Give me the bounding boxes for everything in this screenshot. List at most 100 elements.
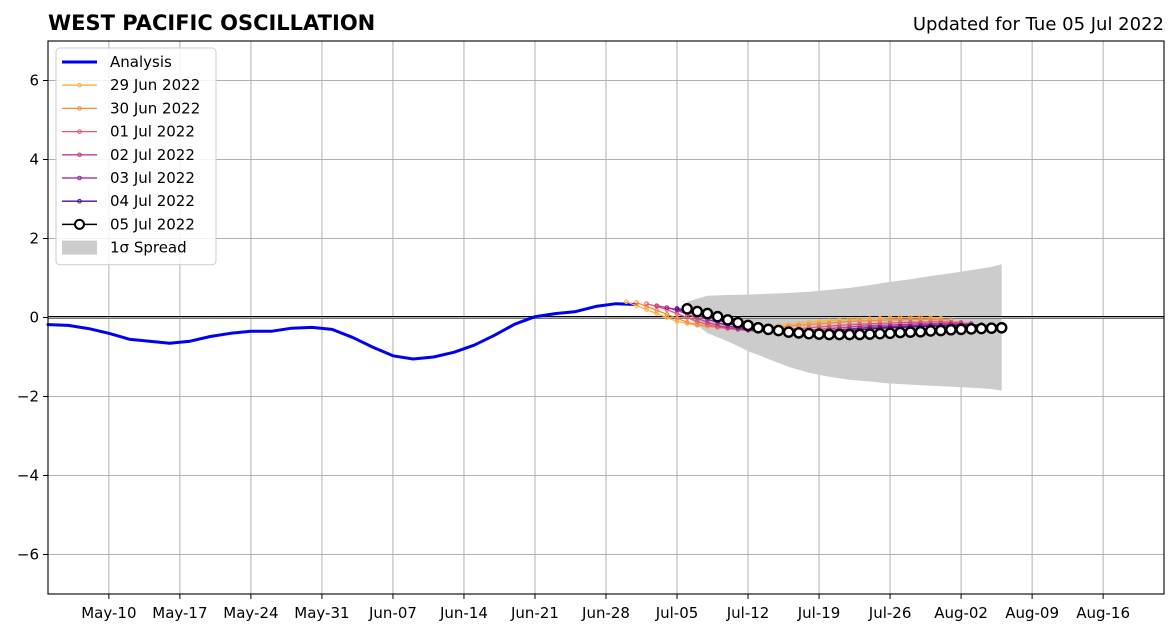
legend-entry: Analysis bbox=[62, 53, 172, 71]
legend-marker bbox=[77, 82, 82, 88]
legend-entry: 1σ Spread bbox=[62, 239, 187, 257]
legend-entry: 01 Jul 2022 bbox=[62, 123, 195, 141]
legend-entry: 04 Jul 2022 bbox=[62, 192, 195, 210]
forecast-point bbox=[782, 326, 795, 338]
forecast-point bbox=[908, 317, 913, 322]
x-tick-label: Jul-12 bbox=[726, 604, 770, 622]
forecast-point bbox=[634, 300, 639, 305]
forecast-point bbox=[985, 322, 998, 334]
legend-entry: 05 Jul 2022 bbox=[62, 215, 195, 233]
forecast-point bbox=[823, 328, 836, 341]
forecast-point bbox=[752, 321, 764, 334]
y-tick-label: 4 bbox=[29, 151, 39, 169]
forecast-point bbox=[792, 327, 805, 339]
forecast-point bbox=[772, 324, 785, 337]
y-tick-label: −4 bbox=[17, 467, 39, 485]
forecast-point bbox=[732, 316, 744, 329]
legend-marker bbox=[77, 106, 82, 111]
legend-entry: 30 Jun 2022 bbox=[62, 99, 200, 117]
forecast-point bbox=[803, 327, 815, 340]
legend-marker bbox=[77, 152, 82, 158]
legend-marker bbox=[77, 198, 82, 204]
x-tick-label: Jun-21 bbox=[510, 604, 559, 622]
forecast-point bbox=[721, 314, 734, 326]
x-tick-label: Jul-05 bbox=[655, 604, 699, 622]
x-tick-label: May-24 bbox=[223, 604, 278, 622]
forecast-05-jul-2022 bbox=[681, 303, 1008, 341]
legend-label: 29 Jun 2022 bbox=[110, 76, 200, 94]
forecast-point bbox=[813, 328, 825, 340]
chart-subtitle: Updated for Tue 05 Jul 2022 bbox=[913, 14, 1164, 35]
forecast-point bbox=[701, 307, 714, 320]
forecast-point bbox=[833, 328, 846, 341]
y-tick-label: −2 bbox=[17, 388, 39, 406]
forecast-point bbox=[897, 317, 903, 323]
legend-label: 05 Jul 2022 bbox=[110, 215, 195, 233]
forecast-point bbox=[955, 323, 967, 336]
forecast-point bbox=[715, 323, 720, 328]
analysis-series bbox=[46, 302, 638, 361]
forecast-point bbox=[874, 327, 886, 340]
x-axis: May-10 May-17 May-24 May-31 Jun-07 Jun-14 Jun-… bbox=[81, 594, 1130, 622]
forecast-point bbox=[664, 312, 670, 317]
forecast-point bbox=[623, 299, 629, 305]
legend-label: 03 Jul 2022 bbox=[110, 169, 195, 187]
legend-entry: 02 Jul 2022 bbox=[62, 146, 195, 164]
forecast-point bbox=[843, 328, 856, 341]
forecast-point bbox=[644, 301, 649, 306]
legend: Analysis 29 Jun 2022 30 Jun 2022 01 Jul 202… bbox=[55, 47, 217, 266]
x-tick-label: Aug-09 bbox=[1005, 604, 1059, 622]
x-tick-label: May-31 bbox=[294, 604, 349, 622]
legend-label: 1σ Spread bbox=[110, 239, 187, 257]
legend-marker bbox=[74, 218, 85, 230]
y-tick-label: 0 bbox=[29, 309, 39, 327]
legend-marker bbox=[77, 175, 82, 181]
forecast-point bbox=[681, 303, 693, 315]
forecast-point bbox=[884, 327, 896, 340]
x-tick-label: Aug-16 bbox=[1076, 604, 1130, 622]
x-tick-label: May-10 bbox=[81, 604, 136, 622]
legend-swatch bbox=[62, 240, 97, 255]
plot-area bbox=[46, 40, 1165, 595]
legend-label: 02 Jul 2022 bbox=[110, 146, 195, 164]
legend-marker bbox=[77, 129, 82, 134]
x-tick-label: May-17 bbox=[152, 604, 207, 622]
y-tick-label: 6 bbox=[29, 72, 39, 90]
legend-label: 04 Jul 2022 bbox=[110, 192, 195, 210]
x-tick-label: Jul-19 bbox=[797, 604, 841, 622]
forecast-point bbox=[674, 315, 680, 321]
forecast-point bbox=[945, 323, 957, 336]
forecast-point bbox=[894, 326, 907, 339]
forecast-point bbox=[742, 319, 754, 332]
forecast-point bbox=[965, 323, 978, 335]
x-tick-label: Jun-07 bbox=[368, 604, 417, 622]
forecast-point bbox=[644, 304, 649, 309]
legend-entry: 03 Jul 2022 bbox=[62, 169, 195, 187]
y-axis: −6 −4 −2 0 2 4 6 bbox=[17, 72, 48, 564]
forecast-point bbox=[863, 328, 876, 340]
x-tick-label: Jun-14 bbox=[439, 604, 488, 622]
forecast-point bbox=[924, 325, 937, 337]
forecast-point bbox=[711, 310, 724, 323]
forecast-point bbox=[684, 319, 690, 325]
zero-line bbox=[48, 316, 1164, 319]
forecast-series bbox=[623, 299, 1008, 341]
legend-label: 30 Jun 2022 bbox=[110, 99, 200, 117]
y-tick-label: 2 bbox=[29, 230, 39, 248]
forecast-point bbox=[918, 317, 923, 322]
x-tick-label: Jun-28 bbox=[581, 604, 630, 622]
forecast-point bbox=[975, 322, 988, 335]
analysis-line bbox=[46, 302, 638, 361]
x-tick-label: Aug-02 bbox=[934, 604, 988, 622]
forecast-point bbox=[853, 328, 866, 341]
forecast-point bbox=[691, 305, 704, 318]
y-tick-label: −6 bbox=[17, 546, 39, 564]
legend-box bbox=[55, 47, 217, 266]
forecast-point bbox=[995, 321, 1008, 334]
legend-label: Analysis bbox=[110, 53, 172, 71]
forecast-point bbox=[664, 305, 670, 310]
forecast-point bbox=[914, 325, 927, 338]
forecast-point bbox=[935, 324, 947, 337]
x-tick-label: Jul-26 bbox=[868, 604, 912, 622]
forecast-point bbox=[762, 323, 775, 336]
